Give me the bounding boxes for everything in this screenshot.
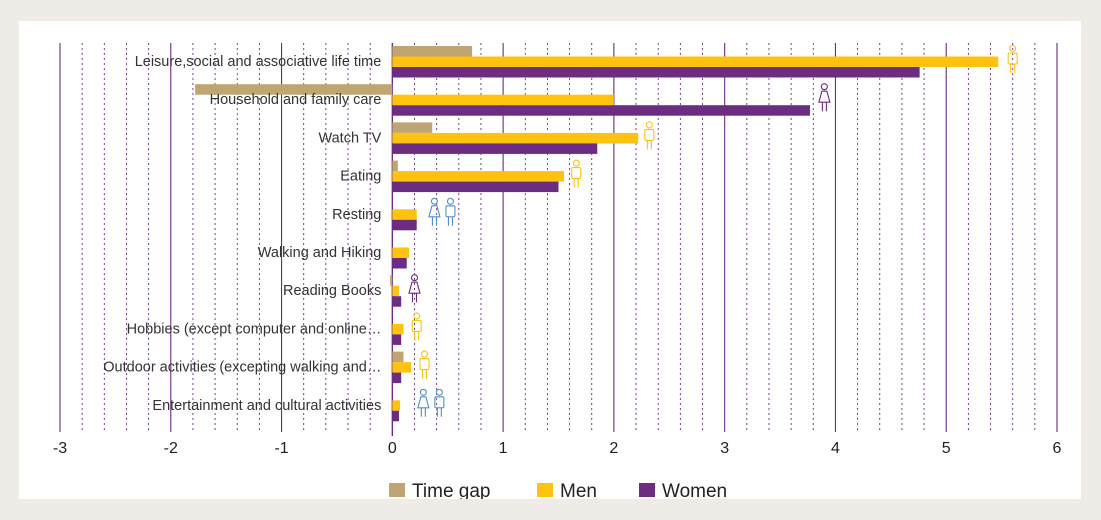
bar-women-resting — [392, 219, 417, 231]
category-label: Leisure,social and associative life time — [135, 54, 382, 70]
bar-time-gap-eating — [392, 160, 398, 172]
bar-time-gap-leisure-social-and-associative-life-time — [392, 46, 473, 57]
category-label: Household and family care — [210, 92, 382, 108]
man-icon — [419, 350, 430, 379]
bar-chart: Leisure,social and associative life time… — [53, 43, 1062, 499]
legend-swatch-women — [639, 483, 655, 497]
bar-men-reading-books — [392, 285, 399, 297]
man-icon — [644, 121, 655, 150]
bar-men-entertainment-and-cultural-activities — [392, 400, 401, 411]
bar-men-watch-tv — [392, 132, 639, 144]
man-icon — [445, 197, 456, 226]
legend-label-time-gap: Time gap — [412, 481, 491, 499]
x-tick-label: 3 — [720, 440, 729, 457]
x-tick-label: -3 — [53, 440, 67, 457]
category-labels: Leisure,social and associative life time… — [103, 54, 381, 414]
man-icon — [434, 388, 445, 417]
legend-label-women: Women — [662, 481, 727, 499]
x-tick-label: 2 — [609, 440, 618, 457]
category-label: Watch TV — [318, 130, 381, 146]
woman-icon — [428, 197, 441, 226]
chart-card: Leisure,social and associative life time… — [19, 21, 1081, 499]
bar-women-household-and-family-care — [392, 105, 810, 116]
woman-icon — [408, 274, 421, 303]
category-label: Hobbies (except computer and online… — [127, 321, 382, 337]
x-tick-label: -2 — [164, 440, 178, 457]
legend-swatch-time-gap — [389, 483, 405, 497]
bar-women-outdoor-activities-excepting-walking-and — [392, 372, 402, 384]
bar-men-household-and-family-care — [392, 94, 614, 106]
bar-time-gap-watch-tv — [392, 122, 433, 133]
woman-icon — [417, 388, 430, 417]
man-icon — [571, 159, 582, 188]
x-tick-label: -1 — [274, 440, 288, 457]
legend-label-men: Men — [560, 481, 597, 499]
category-label: Outdoor activities (excepting walking an… — [103, 360, 381, 376]
x-tick-label: 1 — [499, 440, 508, 457]
category-label: Resting — [332, 207, 381, 223]
bar-time-gap-reading-books — [390, 275, 393, 286]
bar-men-walking-and-hiking — [392, 247, 409, 258]
bar-women-hobbies-except-computer-and-online — [392, 334, 402, 345]
bars — [195, 46, 999, 422]
man-icon — [1007, 44, 1018, 73]
bar-men-eating — [392, 171, 565, 182]
bar-women-reading-books — [392, 296, 402, 307]
bar-women-walking-and-hiking — [392, 258, 407, 269]
bar-women-eating — [392, 181, 559, 193]
category-label: Entertainment and cultural activities — [152, 398, 381, 414]
bar-time-gap-outdoor-activities-excepting-walking-and — [392, 351, 404, 363]
category-label: Reading Books — [283, 283, 381, 299]
bar-time-gap-household-and-family-care — [195, 84, 393, 95]
x-tick-label: 5 — [942, 440, 951, 457]
man-icon — [411, 312, 422, 341]
bar-men-hobbies-except-computer-and-online — [392, 323, 404, 335]
bar-men-leisure-social-and-associative-life-time — [392, 56, 999, 67]
legend: Time gap Men Women — [389, 481, 727, 499]
x-tick-label: 6 — [1053, 440, 1062, 457]
x-tick-label: 4 — [831, 440, 840, 457]
category-label: Eating — [340, 169, 381, 185]
legend-swatch-men — [537, 483, 553, 497]
bar-men-resting — [392, 209, 417, 220]
bar-women-entertainment-and-cultural-activities — [392, 410, 399, 422]
bar-women-watch-tv — [392, 143, 598, 154]
x-axis-ticks: -3 -2 -1 0 1 2 3 4 5 6 — [53, 440, 1062, 457]
bar-men-outdoor-activities-excepting-walking-and — [392, 362, 412, 373]
bar-women-leisure-social-and-associative-life-time — [392, 67, 920, 78]
gender-icons — [408, 44, 1018, 417]
x-tick-label: 0 — [388, 440, 397, 457]
category-label: Walking and Hiking — [258, 245, 382, 261]
woman-icon — [818, 83, 831, 112]
